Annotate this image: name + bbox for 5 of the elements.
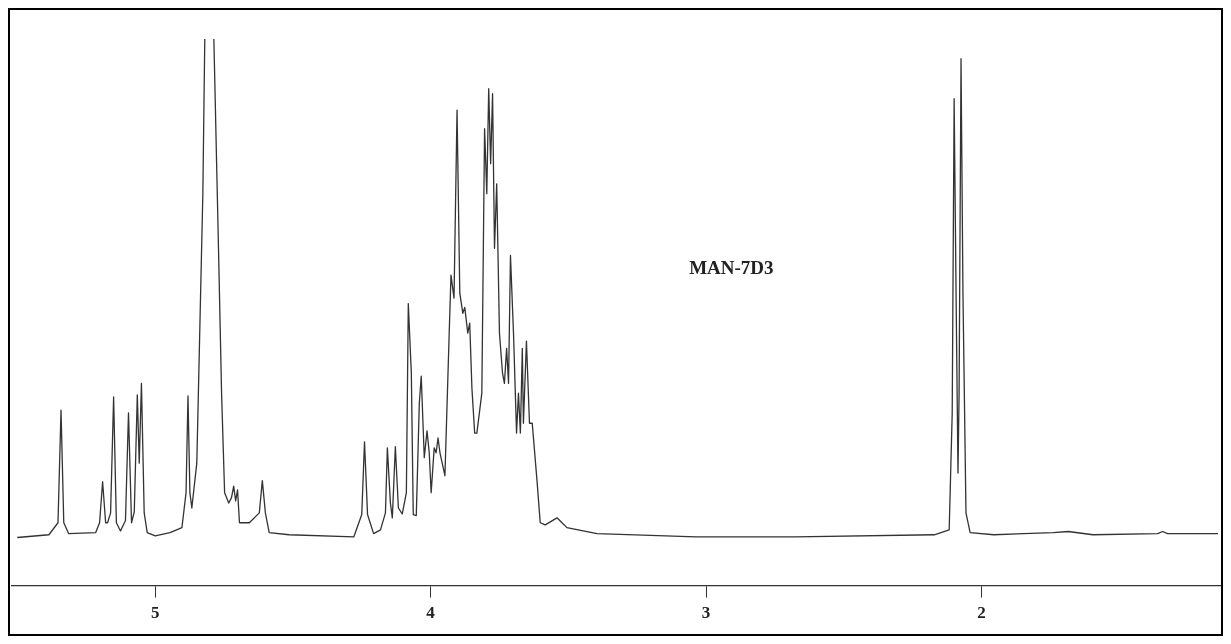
annotation: MAN-7D3 xyxy=(689,257,774,279)
x-tick-label: 4 xyxy=(426,603,436,623)
x-tick-label: 5 xyxy=(150,603,160,623)
x-tick-label: 3 xyxy=(701,603,711,623)
x-tick-label: 2 xyxy=(977,603,986,623)
